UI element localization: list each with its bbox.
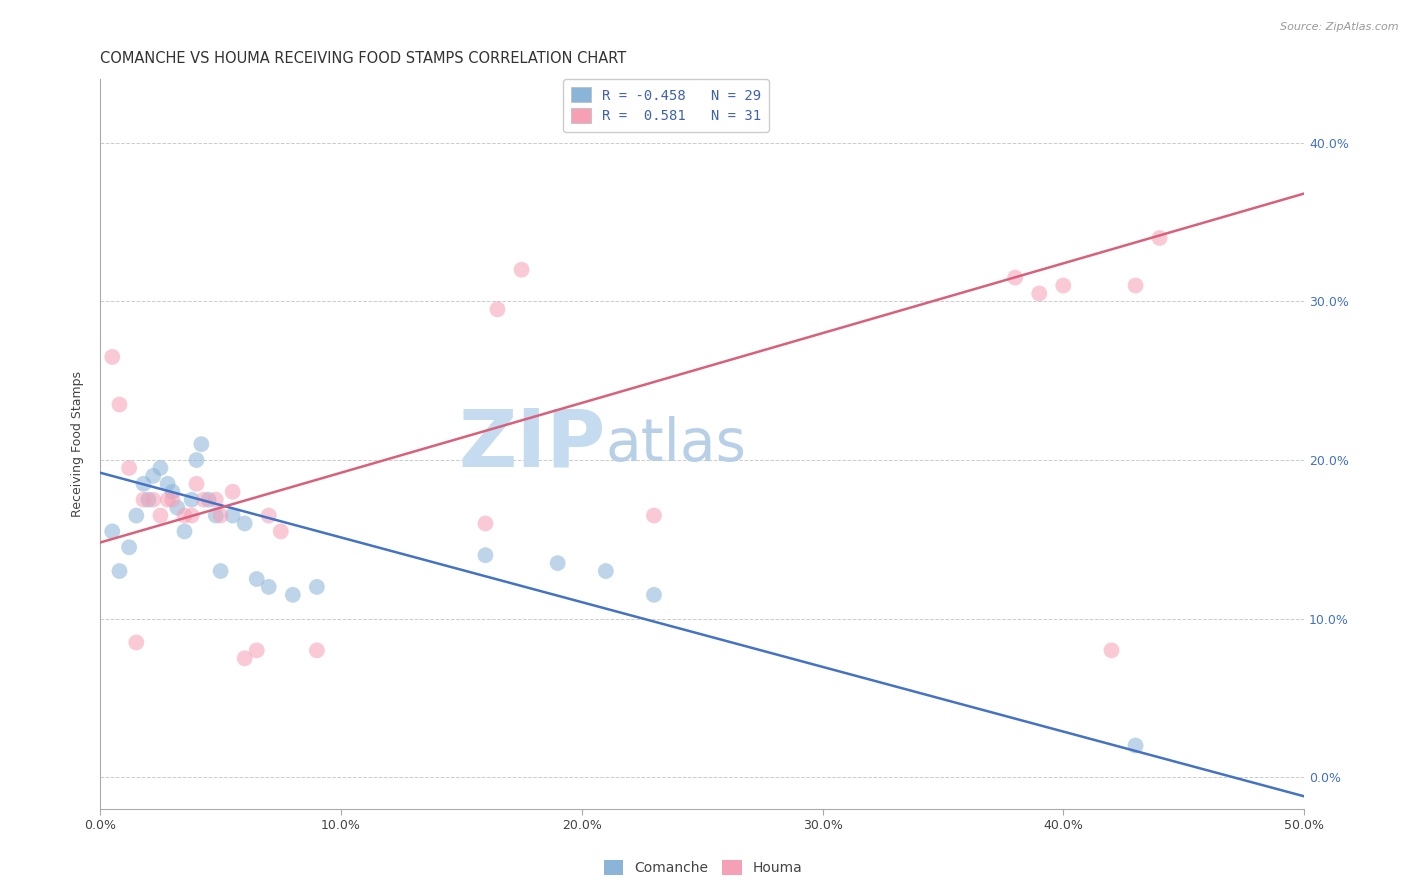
Point	[162, 492, 184, 507]
Point	[474, 516, 496, 531]
Point	[1149, 231, 1171, 245]
Point	[486, 302, 509, 317]
Point	[510, 262, 533, 277]
Point	[138, 492, 160, 507]
Point	[166, 500, 188, 515]
Point	[209, 508, 232, 523]
Point	[180, 508, 202, 523]
Point	[305, 580, 328, 594]
Point	[149, 508, 172, 523]
Point	[233, 651, 256, 665]
Point	[547, 556, 569, 570]
Point	[108, 564, 131, 578]
Point	[156, 492, 179, 507]
Point	[221, 484, 243, 499]
Point	[1125, 278, 1147, 293]
Point	[101, 524, 124, 539]
Point	[108, 397, 131, 411]
Point	[173, 524, 195, 539]
Point	[180, 492, 202, 507]
Text: atlas: atlas	[606, 416, 747, 473]
Point	[132, 492, 155, 507]
Legend: Comanche, Houma: Comanche, Houma	[598, 855, 808, 880]
Point	[257, 508, 280, 523]
Point	[142, 492, 165, 507]
Point	[125, 508, 148, 523]
Point	[1004, 270, 1026, 285]
Text: COMANCHE VS HOUMA RECEIVING FOOD STAMPS CORRELATION CHART: COMANCHE VS HOUMA RECEIVING FOOD STAMPS …	[100, 51, 627, 66]
Point	[595, 564, 617, 578]
Point	[1028, 286, 1050, 301]
Point	[643, 588, 665, 602]
Point	[204, 492, 226, 507]
Point	[132, 476, 155, 491]
Point	[156, 476, 179, 491]
Point	[474, 548, 496, 562]
Point	[233, 516, 256, 531]
Point	[305, 643, 328, 657]
Text: ZIP: ZIP	[458, 405, 606, 483]
Legend: R = -0.458   N = 29, R =  0.581   N = 31: R = -0.458 N = 29, R = 0.581 N = 31	[562, 79, 769, 132]
Point	[142, 469, 165, 483]
Point	[118, 461, 141, 475]
Point	[162, 484, 184, 499]
Point	[1125, 739, 1147, 753]
Point	[186, 453, 208, 467]
Point	[193, 492, 215, 507]
Point	[1052, 278, 1074, 293]
Point	[1101, 643, 1123, 657]
Point	[281, 588, 304, 602]
Point	[246, 572, 269, 586]
Point	[190, 437, 212, 451]
Text: Source: ZipAtlas.com: Source: ZipAtlas.com	[1281, 22, 1399, 32]
Point	[125, 635, 148, 649]
Point	[204, 508, 226, 523]
Point	[186, 476, 208, 491]
Point	[246, 643, 269, 657]
Point	[173, 508, 195, 523]
Point	[257, 580, 280, 594]
Point	[221, 508, 243, 523]
Point	[197, 492, 219, 507]
Point	[118, 541, 141, 555]
Point	[101, 350, 124, 364]
Point	[149, 461, 172, 475]
Y-axis label: Receiving Food Stamps: Receiving Food Stamps	[72, 371, 84, 517]
Point	[209, 564, 232, 578]
Point	[270, 524, 292, 539]
Point	[643, 508, 665, 523]
